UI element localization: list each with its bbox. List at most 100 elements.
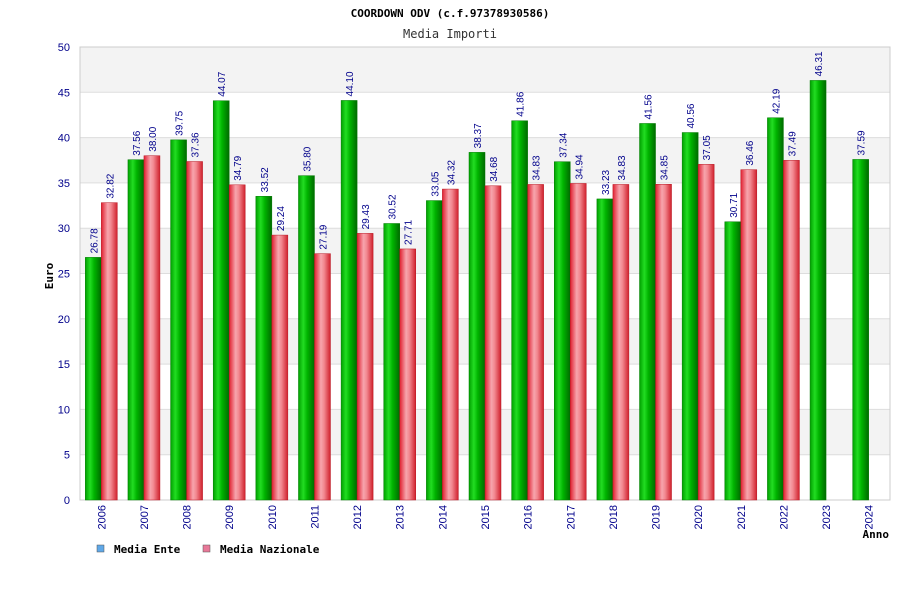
legend-swatch-media-nazionale xyxy=(202,544,211,553)
bar-media-ente-2014 xyxy=(426,200,443,501)
bar-media-ente-2006 xyxy=(85,257,102,501)
data-label: 33.05 xyxy=(430,171,441,196)
data-label: 34.94 xyxy=(574,154,585,179)
bar-media-nazionale-2011 xyxy=(314,253,331,501)
y-tick-label: 25 xyxy=(58,269,70,281)
data-label: 34.85 xyxy=(660,155,671,180)
bar-media-ente-2011 xyxy=(298,175,315,501)
data-label: 35.80 xyxy=(302,146,313,171)
data-label: 34.83 xyxy=(617,155,628,180)
data-label: 27.19 xyxy=(318,224,329,249)
data-labels: 26.78 32.82 37.56 38.00 39.75 37.36 44.07 34.79… xyxy=(89,51,867,253)
x-tick-label: 2021 xyxy=(736,505,748,529)
data-label: 37.34 xyxy=(558,132,569,157)
y-tick-label: 35 xyxy=(58,178,70,190)
data-label: 46.31 xyxy=(814,51,825,76)
y-tick-label: 50 xyxy=(58,42,70,54)
x-tick-label: 2008 xyxy=(182,505,194,529)
data-label: 44.07 xyxy=(217,71,228,96)
bar-media-nazionale-2012 xyxy=(356,233,374,501)
data-label: 32.82 xyxy=(105,173,116,198)
data-label: 37.36 xyxy=(191,132,202,157)
x-axis-label: Anno xyxy=(863,528,890,541)
legend-swatch-media-ente xyxy=(96,544,105,553)
bar-media-ente-2008 xyxy=(170,139,187,501)
data-label: 33.52 xyxy=(260,167,271,192)
data-label: 42.19 xyxy=(771,88,782,113)
y-axis-label: Euro xyxy=(43,262,56,289)
y-axis-ticks: 0 5 10 15 20 25 30 35 40 45 50 xyxy=(58,42,70,507)
x-tick-label: 2023 xyxy=(821,505,833,529)
data-label: 41.86 xyxy=(516,91,527,116)
legend-label-media-ente: Media Ente xyxy=(114,543,181,556)
bar-media-ente-2018 xyxy=(596,198,614,501)
bar-media-ente-2015 xyxy=(468,152,486,501)
y-tick-label: 10 xyxy=(58,404,70,416)
data-label: 33.23 xyxy=(601,169,612,194)
data-label: 37.05 xyxy=(702,135,713,160)
bar-media-ente-2024 xyxy=(852,159,869,501)
x-tick-label: 2014 xyxy=(437,505,449,529)
x-tick-label: 2016 xyxy=(523,505,535,529)
x-tick-label: 2013 xyxy=(395,505,407,529)
x-tick-label: 2020 xyxy=(693,505,705,529)
plot-band xyxy=(80,47,890,93)
data-label: 34.79 xyxy=(233,155,244,180)
data-label: 40.56 xyxy=(686,103,697,128)
bars xyxy=(85,80,869,501)
bar-media-nazionale-2017 xyxy=(570,183,587,501)
bar-media-ente-2022 xyxy=(767,117,784,501)
chart-subtitle: Media Importi xyxy=(403,27,497,41)
data-label: 26.78 xyxy=(89,228,100,253)
y-tick-label: 45 xyxy=(58,87,70,99)
data-label: 44.10 xyxy=(345,71,356,96)
y-tick-label: 30 xyxy=(58,223,70,235)
bar-media-nazionale-2008 xyxy=(186,161,203,501)
bar-media-ente-2023 xyxy=(809,80,827,501)
y-tick-label: 5 xyxy=(64,450,70,462)
data-label: 30.52 xyxy=(388,194,399,219)
x-tick-label: 2011 xyxy=(309,505,321,529)
x-tick-label: 2024 xyxy=(864,505,876,529)
legend: Media Ente Media Nazionale xyxy=(96,543,320,556)
bar-media-ente-2016 xyxy=(511,120,528,501)
bar-media-nazionale-2010 xyxy=(271,234,289,501)
data-label: 37.56 xyxy=(132,130,143,155)
data-label: 29.43 xyxy=(361,204,372,229)
x-tick-label: 2010 xyxy=(267,505,279,529)
bar-media-ente-2020 xyxy=(681,132,699,501)
y-tick-label: 40 xyxy=(58,133,70,145)
bar-media-nazionale-2018 xyxy=(612,184,630,501)
legend-label-media-nazionale: Media Nazionale xyxy=(220,543,320,556)
bar-media-ente-2017 xyxy=(554,161,571,501)
bar-media-nazionale-2021 xyxy=(740,169,758,501)
data-label: 37.59 xyxy=(857,130,868,155)
bar-media-nazionale-2020 xyxy=(697,164,715,501)
data-label: 37.49 xyxy=(787,131,798,156)
chart-title: COORDOWN ODV (c.f.97378930586) xyxy=(351,7,550,20)
data-label: 30.71 xyxy=(729,192,740,217)
bar-media-nazionale-2006 xyxy=(101,202,118,501)
data-label: 38.37 xyxy=(473,123,484,148)
bar-media-ente-2012 xyxy=(340,100,358,501)
x-tick-label: 2015 xyxy=(480,505,492,529)
data-label: 34.68 xyxy=(489,156,500,181)
bar-media-nazionale-2014 xyxy=(442,188,459,501)
data-label: 36.46 xyxy=(745,140,756,165)
bar-media-ente-2007 xyxy=(127,159,145,501)
bar-media-nazionale-2022 xyxy=(783,160,800,501)
x-tick-label: 2006 xyxy=(96,505,108,529)
x-tick-label: 2009 xyxy=(224,505,236,529)
data-label: 34.83 xyxy=(532,155,543,180)
bar-media-nazionale-2015 xyxy=(484,185,502,501)
y-tick-label: 15 xyxy=(58,359,70,371)
x-tick-label: 2007 xyxy=(139,505,151,529)
bar-media-ente-2021 xyxy=(724,221,742,501)
bar-media-nazionale-2013 xyxy=(399,248,416,501)
x-tick-label: 2012 xyxy=(352,505,364,529)
data-label: 39.75 xyxy=(175,110,186,135)
data-label: 38.00 xyxy=(148,126,159,151)
bar-media-nazionale-2019 xyxy=(655,184,672,501)
